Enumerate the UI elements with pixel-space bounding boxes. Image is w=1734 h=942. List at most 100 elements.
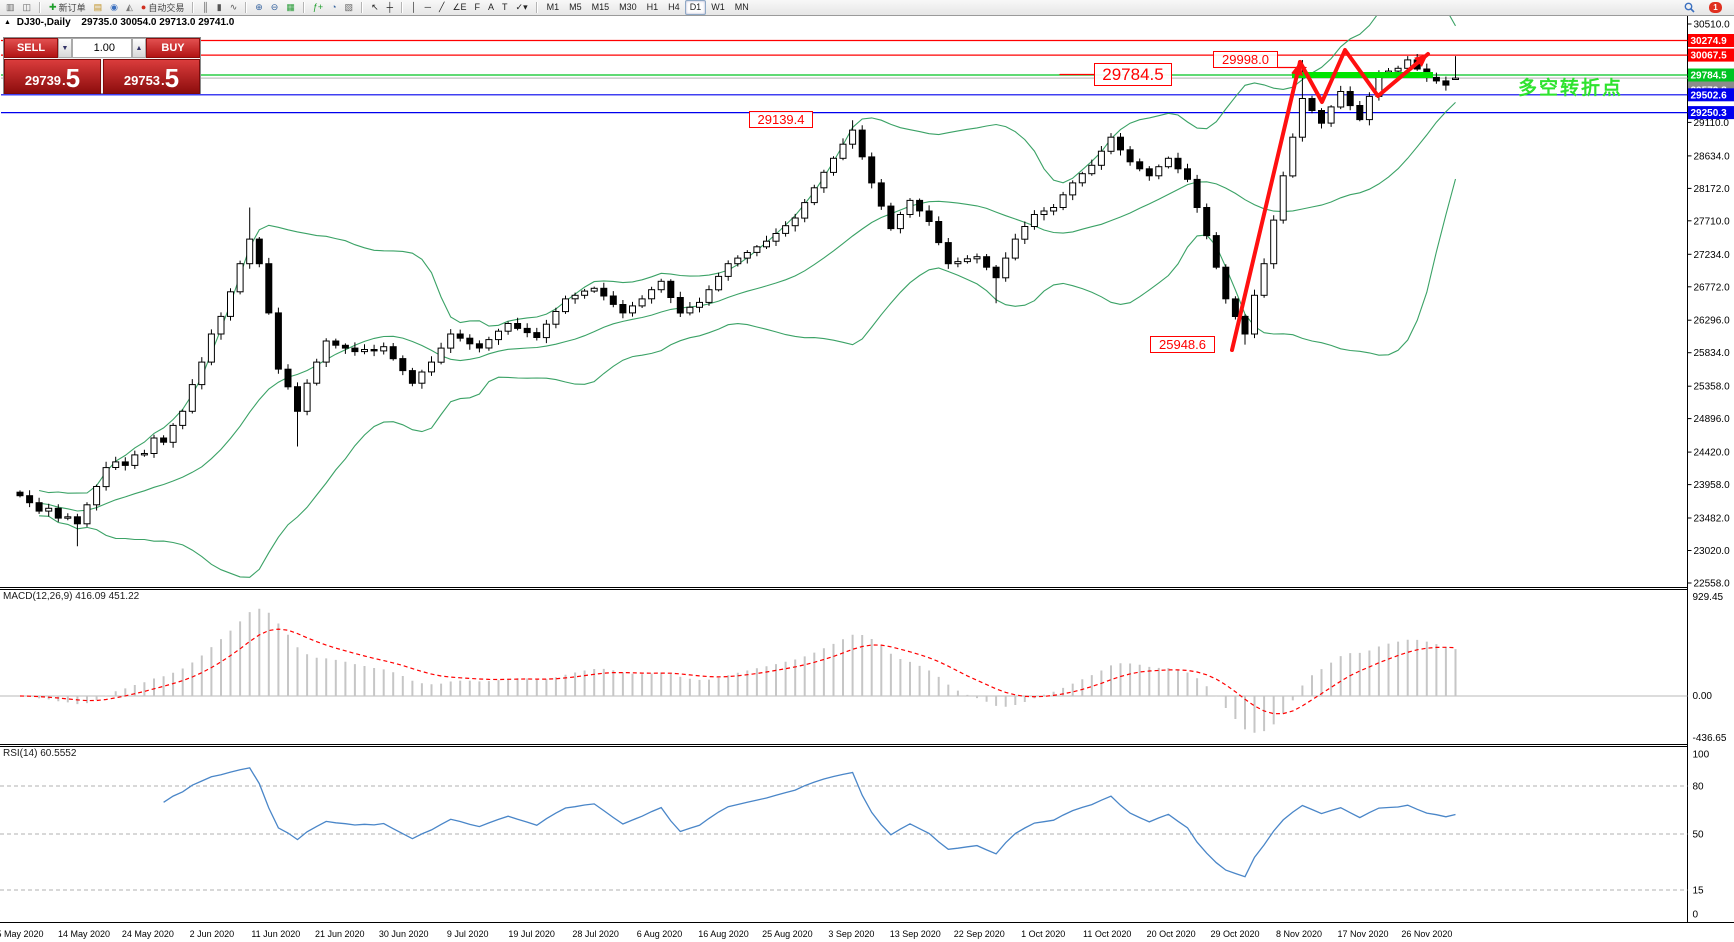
text-label-icon[interactable]: T: [498, 0, 512, 15]
svg-text:13 Sep 2020: 13 Sep 2020: [890, 929, 941, 939]
toolbar-separator: [535, 2, 538, 13]
svg-text:30 Jun 2020: 30 Jun 2020: [379, 929, 429, 939]
toolbar-separator: [245, 2, 248, 13]
timeframe-m30[interactable]: M30: [619, 2, 637, 12]
svg-text:20 Oct 2020: 20 Oct 2020: [1147, 929, 1196, 939]
templates-icon: ▧: [344, 2, 354, 12]
svg-text:26772.0: 26772.0: [1694, 282, 1731, 293]
timeframe-h4[interactable]: H4: [668, 2, 680, 12]
svg-text:23482.0: 23482.0: [1694, 514, 1731, 525]
chat-notification-icon[interactable]: 1: [1705, 0, 1726, 15]
buy-button[interactable]: BUY: [146, 38, 200, 58]
svg-text:6 Aug 2020: 6 Aug 2020: [637, 929, 683, 939]
sell-button[interactable]: SELL: [4, 38, 58, 58]
macd-indicator[interactable]: 929.45 0.00 -436.65: [0, 592, 1727, 744]
timeframe-m5[interactable]: M5: [569, 2, 582, 12]
toolbar-separator: [361, 2, 364, 13]
sell-price-tile[interactable]: 29739 . 5: [4, 59, 101, 94]
toolbar-separator: [302, 2, 305, 13]
toolbar-group: ▥ ◫: [0, 0, 37, 15]
bar-chart-icon[interactable]: ║: [198, 0, 212, 15]
svg-text:19 Jul 2020: 19 Jul 2020: [508, 929, 555, 939]
svg-text:22 Sep 2020: 22 Sep 2020: [954, 929, 1005, 939]
volume-input[interactable]: [72, 38, 132, 58]
volume-up-button[interactable]: ▲: [132, 38, 146, 58]
rsi-indicator[interactable]: 100 80 50 15 0: [0, 750, 1710, 921]
arrows-icon[interactable]: ✓▾: [512, 0, 532, 15]
zoom-in-icon[interactable]: ⊕: [251, 0, 267, 15]
svg-text:30510.0: 30510.0: [1694, 20, 1731, 31]
candlesticks: [16, 54, 1459, 547]
svg-text:24420.0: 24420.0: [1694, 448, 1731, 459]
vertical-line-icon: │: [411, 2, 417, 12]
new-order-button-label: 新订单: [58, 3, 86, 13]
zoom-out-icon[interactable]: ⊖: [267, 0, 283, 15]
profiles-icon[interactable]: ◫: [19, 0, 36, 15]
autotrade-button[interactable]: ● 自动交易: [137, 0, 188, 15]
equidistant-channel-icon[interactable]: ∠E: [448, 0, 470, 15]
svg-text:29784.5: 29784.5: [1691, 71, 1728, 82]
line-chart-icon: ∿: [229, 2, 238, 12]
trendline-icon: ╱: [439, 2, 445, 12]
svg-text:23020.0: 23020.0: [1694, 546, 1731, 557]
price-annotation-25948-6[interactable]: 25948.6: [1150, 336, 1215, 353]
crosshair-icon: ┼: [386, 2, 393, 12]
turning-point-note[interactable]: 多空转折点: [1518, 78, 1624, 99]
indicators-icon: ƒ+: [312, 2, 324, 12]
svg-text:0: 0: [1693, 910, 1699, 921]
indicators-icon[interactable]: ƒ+: [309, 0, 327, 15]
horizontal-line-icon[interactable]: ─: [421, 0, 435, 15]
buy-price-main: 29753: [123, 73, 161, 88]
buy-price-tile[interactable]: 29753 . 5: [103, 59, 200, 94]
svg-text:24896.0: 24896.0: [1694, 414, 1731, 425]
timeframe-m1[interactable]: M1: [546, 2, 560, 12]
timeframe-h1[interactable]: H1: [646, 2, 659, 12]
collapse-icon[interactable]: ▲: [4, 19, 11, 26]
price-annotation-29784-5[interactable]: 29784.5: [1094, 63, 1172, 86]
market-depth-icon[interactable]: ▤: [90, 0, 107, 15]
line-chart-icon[interactable]: ∿: [226, 0, 242, 15]
price-annotation-29998-0[interactable]: 29998.0: [1213, 51, 1278, 68]
periodicity-icon[interactable]: ◔: [327, 0, 340, 15]
date-axis[interactable]: 5 May 2020 14 May 2020 24 May 2020 2 Jun 20…: [0, 929, 1452, 939]
svg-text:5 May 2020: 5 May 2020: [0, 929, 44, 939]
svg-text:21 Jun 2020: 21 Jun 2020: [315, 929, 365, 939]
trendline-icon[interactable]: ╱: [435, 0, 448, 15]
volume-down-button[interactable]: ▼: [58, 38, 72, 58]
svg-text:-436.65: -436.65: [1693, 733, 1727, 744]
sell-price-dot: .: [62, 73, 66, 88]
price-annotation-29139-4[interactable]: 29139.4: [749, 111, 813, 128]
new-chart-icon: ▥: [6, 2, 15, 12]
vertical-line-icon[interactable]: │: [407, 0, 421, 15]
svg-text:50: 50: [1693, 830, 1705, 841]
tile-windows-icon: ▦: [286, 2, 295, 12]
autotrade-button: ●: [140, 2, 147, 12]
signals-icon[interactable]: ◭: [122, 0, 137, 15]
timeframe-mn[interactable]: MN: [734, 2, 749, 12]
text-icon[interactable]: A: [484, 0, 498, 15]
timeframe-m15[interactable]: M15: [591, 2, 610, 12]
search-icon[interactable]: [1680, 0, 1699, 15]
cursor-icon[interactable]: ↖: [367, 0, 383, 15]
templates-icon[interactable]: ▧: [341, 0, 358, 15]
new-chart-icon[interactable]: ▥: [2, 0, 19, 15]
svg-text:3 Sep 2020: 3 Sep 2020: [828, 929, 874, 939]
candlestick-chart-icon[interactable]: ▮: [213, 0, 226, 15]
svg-text:1 Oct 2020: 1 Oct 2020: [1021, 929, 1065, 939]
crosshair-icon[interactable]: ┼: [383, 0, 397, 15]
trend-arrow-objects[interactable]: [1059, 48, 1430, 352]
tile-windows-icon[interactable]: ▦: [282, 0, 299, 15]
account-icon[interactable]: ◉: [106, 0, 122, 15]
horizontal-line-objects[interactable]: [1, 39, 1688, 114]
new-order-button[interactable]: ✚ 新订单: [45, 0, 90, 15]
svg-text:29 Oct 2020: 29 Oct 2020: [1210, 929, 1259, 939]
timeframe-d1[interactable]: D1: [684, 0, 707, 15]
timeframe-w1[interactable]: W1: [711, 2, 725, 12]
svg-text:100: 100: [1693, 750, 1710, 761]
svg-text:17 Nov 2020: 17 Nov 2020: [1337, 929, 1388, 939]
buy-price-dot: .: [161, 73, 165, 88]
price-axis[interactable]: 30510.0 29110.0 28634.0 28172.0 27710.0 27234…: [1687, 20, 1731, 590]
svg-text:8 Nov 2020: 8 Nov 2020: [1276, 929, 1322, 939]
fibonacci-icon[interactable]: F: [471, 0, 485, 15]
